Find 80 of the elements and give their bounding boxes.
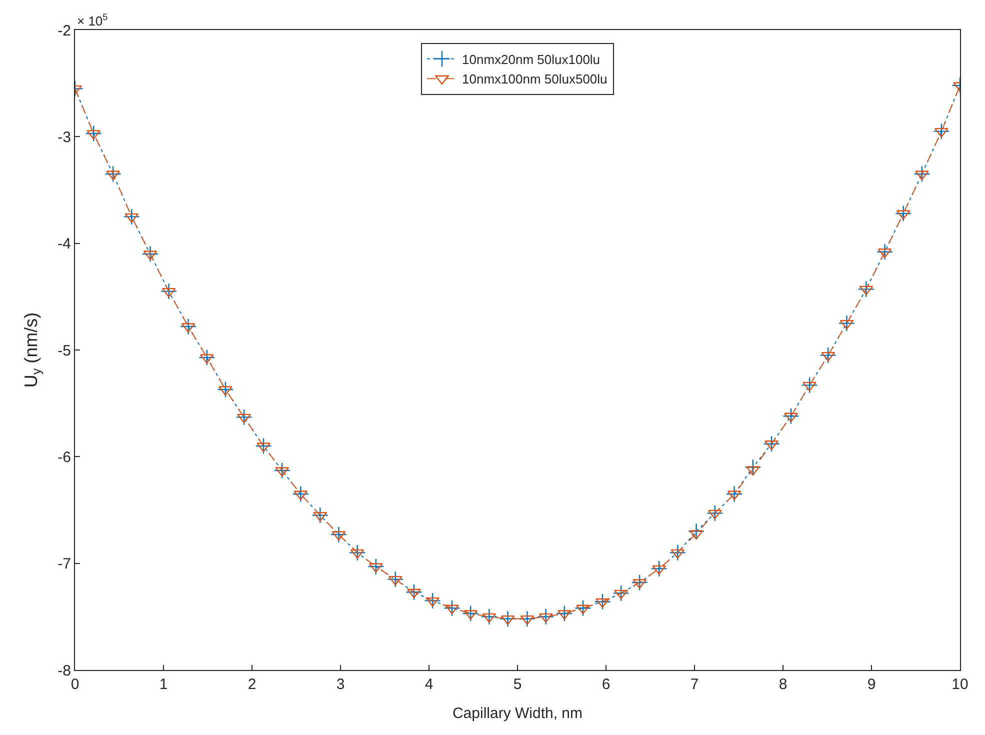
point (518, 610, 536, 628)
point (594, 593, 611, 610)
point (915, 170, 929, 180)
x-tick-label: 9 (867, 676, 876, 693)
x-tick-label: 7 (690, 676, 699, 693)
point (255, 438, 272, 454)
point (462, 605, 479, 622)
y-tick-label: -8 (58, 662, 71, 680)
point (914, 166, 930, 182)
point (726, 486, 743, 502)
point (876, 244, 894, 260)
point (292, 486, 309, 502)
point (330, 526, 348, 543)
point (744, 459, 762, 476)
point (142, 246, 159, 262)
x-tick-label: 5 (513, 676, 522, 693)
point (387, 571, 404, 588)
point (574, 600, 592, 616)
point (180, 318, 197, 335)
x-tick-label: 6 (602, 676, 610, 693)
point (426, 597, 440, 607)
point (312, 507, 328, 524)
point (895, 205, 912, 222)
point (499, 610, 516, 628)
point (218, 386, 232, 396)
point (538, 608, 554, 625)
point (85, 125, 102, 142)
y-tick-label: -3 (58, 128, 71, 146)
point (237, 414, 251, 424)
point (444, 600, 460, 616)
point (612, 584, 630, 602)
point (236, 408, 252, 426)
point (784, 412, 798, 422)
point (614, 590, 628, 600)
point (424, 592, 441, 609)
point (782, 408, 800, 424)
point (933, 123, 950, 140)
point (407, 588, 421, 598)
point (256, 442, 270, 452)
point (688, 523, 705, 540)
point (650, 560, 668, 577)
x-tick-label: 8 (778, 676, 788, 693)
y-tick-label: -7 (58, 556, 71, 573)
x-tick-label: 10 (952, 676, 968, 693)
point (217, 381, 234, 398)
point (274, 462, 290, 479)
y-tick-label: -5 (58, 342, 71, 360)
point (445, 604, 459, 614)
point (576, 604, 590, 614)
point (820, 347, 836, 364)
point (160, 283, 178, 300)
point (801, 376, 818, 394)
point (858, 280, 874, 298)
point (368, 558, 384, 575)
point (631, 574, 648, 591)
point (706, 504, 724, 522)
y-tick-label: -4 (58, 236, 71, 253)
x-tick-label: 1 (159, 676, 168, 693)
point (406, 584, 422, 600)
point (104, 166, 122, 182)
x-tick-label: 0 (70, 676, 80, 693)
text: × 10$^{5}$ (77, 12, 108, 28)
point (838, 315, 856, 332)
point (556, 605, 573, 622)
x-tick-label: 3 (336, 676, 345, 693)
y-tick-label: -2 (58, 22, 71, 40)
legend-label: 10nmx100nm 50lux500lu (462, 72, 608, 87)
legend-label: 10nmx20nm 50lux100lu (462, 52, 600, 67)
y-tick-label: -6 (58, 448, 71, 466)
point (349, 544, 366, 561)
point (596, 598, 610, 608)
point (802, 382, 816, 392)
point (669, 544, 686, 561)
x-tick-label: 4 (424, 676, 434, 693)
point (763, 436, 780, 452)
point (198, 349, 216, 366)
x-axis-title: Capillary Width, nm (452, 705, 583, 722)
point (480, 608, 498, 625)
x-tick-label: 2 (248, 676, 256, 693)
point (123, 208, 140, 225)
